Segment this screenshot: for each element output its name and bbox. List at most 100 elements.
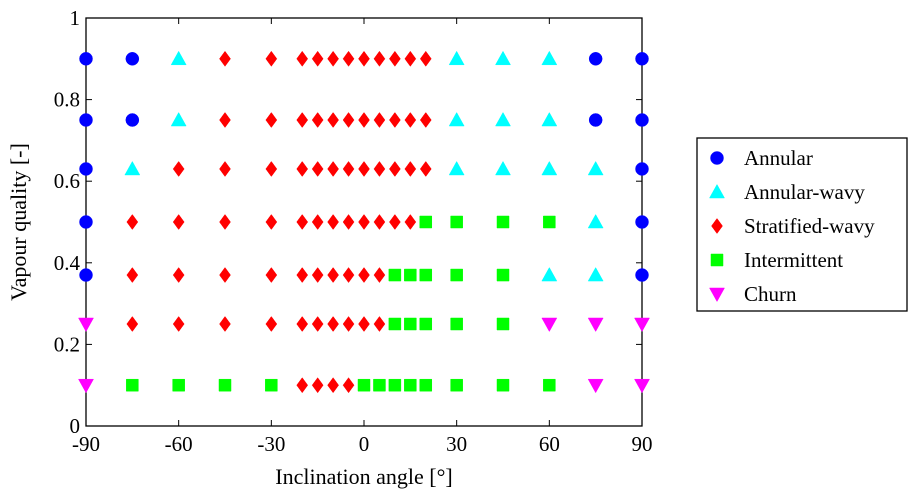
data-point-annular-wavy (170, 50, 187, 66)
data-point-annular-wavy (587, 213, 604, 229)
legend-marker-annular (710, 151, 724, 165)
data-point-annular (79, 113, 93, 127)
data-point-stratified-wavy (126, 267, 139, 283)
x-tick-label: 0 (359, 432, 370, 456)
data-point-annular (635, 268, 649, 282)
data-point-annular (79, 162, 93, 176)
data-point-intermittent (404, 317, 417, 331)
data-point-intermittent (419, 268, 433, 282)
data-point-stratified-wavy (327, 267, 339, 283)
data-point-stratified-wavy (342, 50, 355, 67)
x-tick-labels: -90 -60 -30 0 30 60 90 (72, 432, 653, 456)
data-point-stratified-wavy (219, 50, 231, 67)
data-point-stratified-wavy (296, 267, 309, 283)
data-point-annular-wavy (448, 111, 465, 127)
data-point-intermittent (404, 268, 417, 282)
data-point-stratified-wavy (404, 214, 417, 230)
data-point-annular (125, 52, 140, 66)
data-point-stratified-wavy (311, 214, 324, 230)
data-point-churn (587, 317, 604, 333)
data-point-stratified-wavy (373, 214, 386, 230)
data-point-annular-wavy (170, 111, 187, 127)
y-tick-label: 1 (70, 6, 81, 30)
data-point-annular-wavy (495, 50, 511, 66)
data-point-stratified-wavy (404, 161, 417, 177)
data-point-stratified-wavy (126, 214, 139, 230)
data-point-intermittent (450, 378, 463, 392)
data-point-churn (541, 317, 558, 333)
data-point-churn (634, 317, 650, 333)
data-point-stratified-wavy (311, 112, 324, 128)
data-point-stratified-wavy (172, 316, 185, 332)
data-point-stratified-wavy (327, 214, 339, 230)
data-point-intermittent (543, 215, 556, 229)
data-point-stratified-wavy (296, 316, 309, 332)
data-point-stratified-wavy (358, 267, 370, 283)
data-point-intermittent (404, 378, 417, 392)
y-tick-label: 0.2 (54, 332, 80, 356)
data-point-churn (587, 378, 604, 394)
data-point-stratified-wavy (358, 161, 370, 177)
legend-marker-churn (709, 287, 725, 303)
x-tick-label: -60 (165, 432, 193, 456)
data-point-stratified-wavy (342, 316, 355, 332)
data-point-annular (79, 268, 93, 282)
legend-label-churn: Churn (744, 282, 797, 306)
data-point-stratified-wavy (265, 267, 278, 283)
data-point-annular-wavy (541, 50, 558, 66)
data-point-stratified-wavy (342, 112, 355, 128)
data-point-stratified-wavy (327, 161, 339, 177)
data-point-stratified-wavy (373, 112, 386, 128)
legend-items: Annular Annular-wavy Stratified-wavy Interm… (709, 146, 875, 306)
data-point-stratified-wavy (172, 267, 185, 283)
data-point-stratified-wavy (404, 50, 417, 67)
data-point-annular-wavy (541, 267, 558, 282)
data-point-stratified-wavy (296, 50, 309, 67)
data-point-intermittent (496, 215, 510, 229)
data-point-stratified-wavy (219, 267, 231, 283)
data-point-intermittent (126, 378, 139, 392)
data-point-stratified-wavy (373, 50, 386, 67)
data-point-stratified-wavy (358, 112, 370, 128)
data-point-stratified-wavy (172, 214, 185, 230)
data-point-stratified-wavy (358, 316, 370, 332)
data-point-stratified-wavy (419, 50, 432, 67)
x-tick-label: 60 (539, 432, 560, 456)
legend-label-annular-wavy: Annular-wavy (744, 180, 865, 204)
data-point-stratified-wavy (327, 112, 339, 128)
data-point-intermittent (265, 378, 278, 392)
data-point-stratified-wavy (419, 161, 432, 177)
x-axis-label: Inclination angle [°] (275, 464, 452, 489)
data-point-annular (635, 52, 649, 66)
legend: Annular Annular-wavy Stratified-wavy Interm… (696, 137, 908, 312)
data-point-intermittent (543, 378, 556, 392)
data-point-annular (588, 113, 603, 127)
data-point-annular-wavy (495, 111, 511, 127)
data-point-intermittent (388, 268, 402, 282)
data-point-intermittent (496, 317, 510, 331)
data-markers (78, 50, 650, 394)
data-point-stratified-wavy (389, 161, 401, 177)
data-point-stratified-wavy (327, 316, 339, 332)
data-point-intermittent (218, 378, 232, 392)
data-point-stratified-wavy (373, 316, 386, 332)
data-point-stratified-wavy (265, 112, 278, 128)
data-point-stratified-wavy (311, 267, 324, 283)
data-point-stratified-wavy (342, 214, 355, 230)
legend-box (696, 137, 908, 312)
data-point-stratified-wavy (296, 161, 309, 177)
data-point-annular (635, 162, 649, 176)
data-point-stratified-wavy (419, 112, 432, 128)
data-point-annular-wavy (587, 160, 604, 176)
data-point-annular-wavy (448, 50, 465, 66)
data-point-stratified-wavy (219, 316, 231, 332)
data-point-stratified-wavy (389, 214, 401, 230)
data-point-stratified-wavy (311, 161, 324, 177)
y-tick-label: 0 (70, 414, 81, 438)
data-point-annular-wavy (448, 160, 465, 176)
y-tick-labels: 0 0.2 0.4 0.6 0.8 1 (54, 6, 81, 438)
y-tick-label: 0.4 (54, 251, 81, 275)
data-point-stratified-wavy (265, 50, 278, 67)
data-point-intermittent (172, 378, 185, 392)
data-point-stratified-wavy (389, 112, 401, 128)
